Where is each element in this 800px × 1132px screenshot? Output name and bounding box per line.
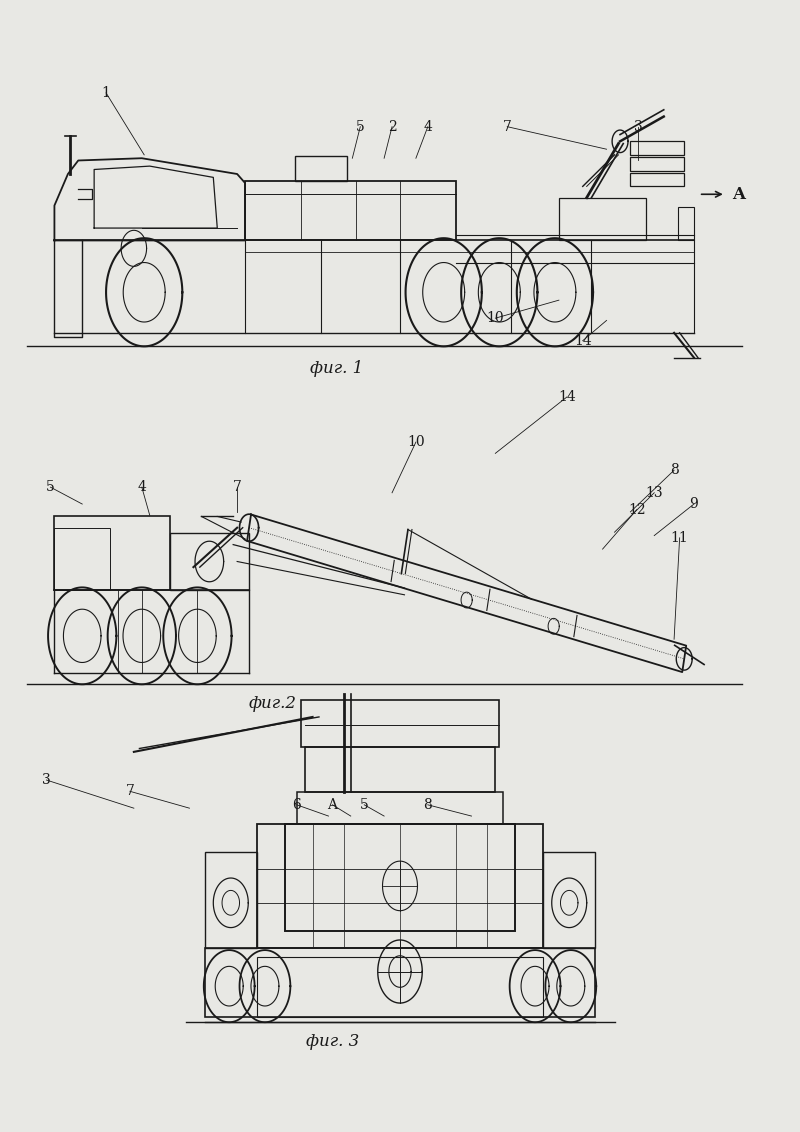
Text: 5: 5 (360, 798, 369, 812)
Bar (285, 824, 515, 931)
Text: 7: 7 (126, 784, 134, 798)
Bar (170, 533, 249, 590)
Bar (54, 516, 170, 590)
Text: 9: 9 (690, 497, 698, 511)
Text: 8: 8 (423, 798, 432, 812)
Text: 3: 3 (42, 773, 51, 787)
Text: 1: 1 (102, 86, 110, 100)
Bar (630, 142, 685, 155)
Bar (543, 852, 594, 947)
Text: 8: 8 (670, 463, 678, 478)
Text: 5: 5 (356, 120, 365, 134)
Text: 14: 14 (574, 334, 591, 348)
Text: фиг. 1: фиг. 1 (310, 360, 363, 377)
Bar (630, 173, 685, 187)
Bar (295, 156, 346, 181)
Text: 10: 10 (407, 435, 425, 449)
Text: 11: 11 (670, 531, 689, 544)
Text: фиг.2: фиг.2 (249, 695, 297, 712)
Text: 7: 7 (503, 120, 512, 134)
Bar (257, 957, 543, 1017)
Text: A: A (327, 798, 338, 812)
Bar (305, 747, 495, 792)
Bar (206, 947, 594, 1017)
Text: 6: 6 (292, 798, 301, 812)
Bar (257, 824, 543, 947)
Text: 4: 4 (423, 120, 432, 134)
Text: 4: 4 (138, 480, 146, 495)
Text: 14: 14 (558, 391, 576, 404)
Bar (206, 852, 257, 947)
Text: 13: 13 (646, 486, 663, 500)
Bar (678, 207, 694, 240)
Bar (297, 792, 503, 824)
Text: 10: 10 (486, 311, 504, 325)
Text: 2: 2 (388, 120, 397, 134)
Text: 7: 7 (233, 480, 242, 495)
Text: фиг. 3: фиг. 3 (306, 1032, 359, 1049)
Text: 3: 3 (634, 120, 642, 134)
Bar (301, 700, 499, 747)
Bar (559, 198, 646, 240)
Bar (245, 181, 456, 240)
Bar (54, 528, 110, 590)
Bar (630, 157, 685, 171)
Text: 5: 5 (46, 480, 55, 495)
Text: A: A (732, 186, 745, 203)
Text: 12: 12 (628, 503, 646, 516)
